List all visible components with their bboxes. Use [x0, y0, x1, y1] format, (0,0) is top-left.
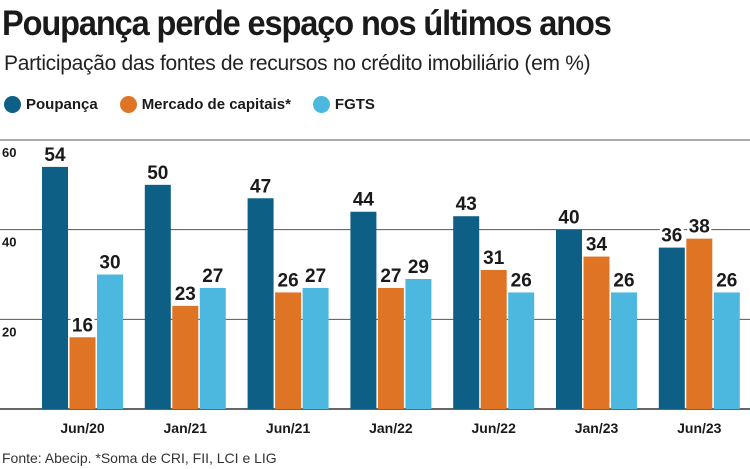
- data-label: 54: [44, 145, 66, 166]
- chart-title: Poupança perde espaço nos últimos anos: [2, 4, 612, 43]
- data-label: 27: [305, 266, 326, 287]
- data-label: 27: [380, 266, 401, 287]
- bar-fgts-Jun-21: [302, 287, 329, 409]
- data-label-bg: [173, 284, 198, 302]
- data-label-bg: [200, 266, 225, 284]
- x-tick-label: Jun/22: [472, 420, 517, 436]
- bar-mercado-de-capitais--Jan-21: [172, 305, 199, 409]
- data-label: 23: [175, 284, 196, 305]
- data-label-bg: [584, 235, 609, 253]
- data-label-bg: [276, 271, 301, 289]
- bar-mercado-de-capitais--Jun-23: [686, 238, 713, 409]
- bar-poupan-a-Jun-21: [247, 198, 274, 409]
- data-label: 26: [278, 270, 299, 291]
- data-label: 47: [250, 176, 271, 197]
- bar-fgts-Jun-20: [97, 274, 123, 409]
- data-label-bg: [145, 163, 170, 181]
- data-label: 16: [72, 315, 93, 336]
- data-label: 26: [613, 270, 634, 291]
- data-label-bg: [98, 253, 122, 271]
- data-label: 26: [716, 270, 737, 291]
- bar-poupan-a-Jun-20: [42, 166, 68, 409]
- x-tick-label: Jan/22: [369, 420, 413, 436]
- y-tick-label: 60: [2, 145, 16, 160]
- data-label-bg: [509, 271, 534, 289]
- x-tick-label: Jun/23: [677, 420, 722, 436]
- data-label-bg: [378, 266, 403, 284]
- bar-mercado-de-capitais--Jun-22: [480, 270, 507, 409]
- bar-poupan-a-Jun-22: [453, 216, 480, 409]
- data-label: 44: [353, 190, 375, 211]
- y-tick-label: 20: [2, 324, 16, 339]
- data-label-bg: [248, 177, 273, 195]
- legend-item-mercado: Mercado de capitais*: [119, 96, 291, 113]
- legend-label: Poupança: [26, 96, 98, 113]
- bar-poupan-a-Jan-23: [556, 229, 582, 409]
- legend: Poupança Mercado de capitais* FGTS: [4, 96, 375, 113]
- x-tick-label: Jan/21: [164, 420, 208, 436]
- bar-mercado-de-capitais--Jan-23: [583, 256, 610, 409]
- x-tick-label: Jan/23: [575, 420, 619, 436]
- source-note: Fonte: Abecip. *Soma de CRI, FII, LCI e …: [2, 450, 277, 466]
- bar-fgts-Jan-23: [611, 292, 637, 409]
- data-label-bg: [303, 266, 328, 284]
- data-label-bg: [687, 217, 712, 235]
- data-label: 29: [408, 257, 429, 278]
- bar-poupan-a-Jun-23: [658, 247, 685, 409]
- bar-poupan-a-Jan-22: [350, 211, 377, 409]
- legend-swatch: [119, 96, 137, 113]
- data-label-bg: [714, 271, 739, 289]
- data-label-bg: [43, 145, 67, 163]
- bar-mercado-de-capitais--Jun-20: [69, 337, 96, 409]
- bar-mercado-de-capitais--Jan-22: [377, 287, 404, 409]
- data-label: 40: [558, 208, 579, 229]
- data-label-bg: [557, 208, 581, 226]
- x-tick-label: Jun/21: [266, 420, 311, 436]
- y-tick-label: 40: [2, 235, 16, 250]
- data-label: 26: [511, 270, 532, 291]
- data-label-bg: [351, 190, 376, 208]
- bar-fgts-Jan-22: [405, 278, 432, 409]
- data-label-bg: [454, 195, 479, 213]
- data-label: 27: [202, 266, 223, 287]
- legend-item-fgts: FGTS: [312, 96, 375, 113]
- data-label: 31: [483, 248, 505, 269]
- legend-item-poupanca: Poupança: [4, 96, 98, 113]
- x-tick-label: Jun/20: [60, 420, 105, 436]
- legend-label: Mercado de capitais*: [141, 96, 291, 113]
- bar-fgts-Jun-22: [508, 292, 535, 409]
- bar-fgts-Jun-23: [713, 292, 740, 409]
- legend-label: FGTS: [334, 96, 375, 113]
- data-label: 50: [147, 163, 168, 184]
- data-label: 38: [689, 217, 710, 238]
- bar-poupan-a-Jan-21: [144, 184, 171, 409]
- data-label: 36: [661, 226, 682, 247]
- data-label-bg: [612, 271, 636, 289]
- legend-swatch: [4, 96, 21, 113]
- legend-swatch: [312, 96, 330, 113]
- bar-fgts-Jan-21: [199, 287, 226, 409]
- data-label-bg: [70, 316, 95, 334]
- data-label: 30: [99, 253, 120, 274]
- data-label: 34: [586, 235, 608, 256]
- data-label: 43: [456, 194, 477, 215]
- chart-subtitle: Participação das fontes de recursos no c…: [4, 52, 591, 75]
- data-label-bg: [406, 257, 431, 275]
- bar-mercado-de-capitais--Jun-21: [275, 292, 302, 409]
- data-label-bg: [659, 226, 684, 244]
- data-label-bg: [481, 249, 506, 267]
